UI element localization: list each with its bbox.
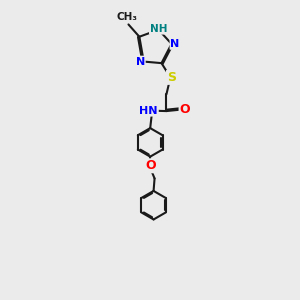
Text: CH₃: CH₃: [117, 12, 138, 22]
Text: NH: NH: [150, 24, 167, 34]
Text: O: O: [145, 159, 155, 172]
Text: N: N: [170, 39, 180, 49]
Text: HN: HN: [140, 106, 158, 116]
Text: S: S: [167, 71, 176, 84]
Text: N: N: [136, 57, 145, 67]
Text: O: O: [180, 103, 190, 116]
